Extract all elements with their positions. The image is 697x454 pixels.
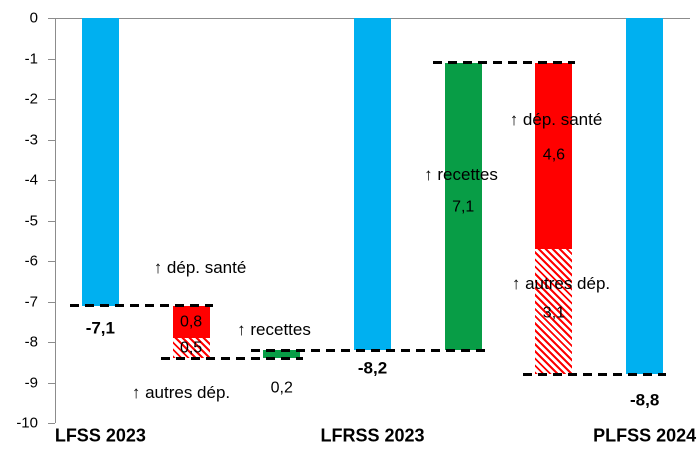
annotation: ↑ autres dép. (511, 274, 611, 293)
annotation: ↑ dép. santé (153, 258, 247, 277)
annotation: ↑ recettes (424, 165, 498, 184)
plfss-2024-balance-bar (626, 18, 664, 375)
y-tick-label: -2 (24, 90, 38, 108)
connector-line (432, 61, 576, 65)
y-tick-label: -5 (24, 212, 38, 229)
y-tick (48, 382, 55, 384)
y-tick-label: -3 (24, 131, 38, 148)
recettes-1-bar (263, 350, 301, 359)
autres-dep-1-bar (172, 337, 210, 359)
y-tick (48, 301, 55, 303)
connector-line (251, 348, 485, 352)
y-tick (48, 342, 55, 343)
y-tick (48, 180, 55, 181)
y-tick-label: -6 (24, 252, 38, 270)
y-tick-label: -9 (24, 374, 38, 391)
value-label: 0,8 (179, 313, 203, 331)
value-label: 3,1 (542, 304, 566, 322)
value-label: 4,6 (542, 146, 566, 164)
x-axis-label: LFSS 2023 (54, 425, 146, 446)
value-label: 0,5 (179, 339, 203, 357)
y-tick (48, 261, 55, 262)
y-axis-line (55, 18, 56, 423)
x-axis-label: PLFSS 2024 (593, 425, 697, 446)
autres-dep-2-bar (535, 248, 573, 375)
annotation: ↑ dép. santé (509, 110, 603, 129)
lfrss-2023-balance-bar (354, 18, 391, 351)
y-tick (48, 423, 55, 424)
x-axis-label: LFRSS 2023 (320, 425, 425, 446)
annotation: ↑ recettes (237, 320, 311, 339)
value-label: 0,2 (270, 379, 293, 397)
annotation: ↑ autres dép. (131, 383, 231, 402)
lfss-2023-balance-bar (81, 18, 119, 306)
y-tick-label: -4 (24, 171, 38, 189)
value-label: -8,2 (357, 358, 388, 378)
y-tick (48, 58, 55, 60)
connector-line (69, 304, 213, 308)
y-tick (48, 99, 55, 100)
y-tick (48, 220, 55, 222)
connector-line (523, 372, 667, 376)
value-label: -8,8 (629, 390, 660, 410)
y-tick-label: -7 (24, 293, 38, 310)
dep-sante-1-bar (172, 305, 210, 338)
y-tick-label: -1 (24, 50, 38, 67)
value-label: -7,1 (85, 318, 115, 338)
y-tick-label: -10 (16, 414, 38, 432)
recettes-2-bar (444, 62, 482, 351)
value-label: 7,1 (452, 198, 475, 216)
dep-sante-2-bar (535, 62, 573, 249)
connector-line (160, 356, 304, 360)
y-tick-label: 0 (29, 9, 38, 27)
y-tick (48, 18, 55, 19)
y-tick (48, 139, 55, 141)
y-tick-label: -8 (24, 333, 38, 351)
